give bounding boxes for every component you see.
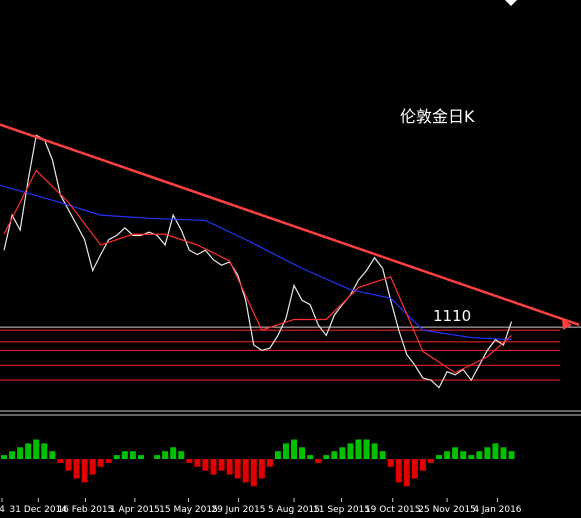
macd-bar xyxy=(1,455,8,459)
trendline xyxy=(0,123,580,326)
level-label: 1110 xyxy=(433,307,471,325)
macd-bar xyxy=(154,455,161,459)
macd-bar xyxy=(258,459,265,479)
macd-bar xyxy=(41,443,48,459)
macd-bar xyxy=(121,451,128,459)
macd-bar xyxy=(355,439,362,459)
macd-bar xyxy=(266,459,273,467)
macd-bar xyxy=(9,451,16,459)
macd-bar xyxy=(17,447,24,459)
price-line xyxy=(3,134,513,389)
macd-bar xyxy=(242,459,249,483)
macd-bar xyxy=(113,455,120,459)
macd-bar xyxy=(250,459,257,487)
macd-bar xyxy=(460,451,467,459)
macd-bar xyxy=(395,459,402,483)
macd-bar xyxy=(411,459,418,479)
macd-bar xyxy=(307,455,314,459)
macd-bar xyxy=(347,443,354,459)
macd-bar xyxy=(492,443,499,459)
moving-average xyxy=(3,169,512,374)
macd-bar xyxy=(97,459,104,467)
macd-bar xyxy=(500,447,507,459)
x-tick-label: 31 Dec 2014 xyxy=(10,505,68,515)
corner-marker xyxy=(505,0,517,6)
macd-bar xyxy=(508,451,515,459)
macd-bar xyxy=(419,459,426,471)
trendline-arrow xyxy=(562,319,572,330)
macd-bar xyxy=(331,451,338,459)
chart-title: 伦敦金日K xyxy=(400,107,475,126)
macd-bar xyxy=(363,439,370,459)
x-tick-label: 5 Aug 2015 xyxy=(268,505,320,515)
macd-bar xyxy=(170,447,177,459)
macd-bar xyxy=(387,459,394,467)
x-tick-label: 19 Oct 2015 xyxy=(365,505,421,515)
x-tick-label: 25 Nov 2015 xyxy=(418,505,476,515)
macd-bar xyxy=(57,459,64,463)
macd-bar xyxy=(162,451,169,459)
macd-bar xyxy=(291,439,298,459)
macd-bar xyxy=(25,443,32,459)
macd-bar xyxy=(282,443,289,459)
macd-bar xyxy=(274,451,281,459)
macd-bar xyxy=(129,451,136,459)
x-tick-label: 16 Feb 2015 xyxy=(57,505,113,515)
macd-bar xyxy=(81,459,88,483)
macd-bar xyxy=(315,459,322,463)
macd-bar xyxy=(73,459,80,479)
x-tick-label: 29 Jun 2015 xyxy=(211,505,265,515)
macd-bar xyxy=(33,439,40,459)
x-tick-label: 1 Apr 2015 xyxy=(110,505,160,515)
x-tick-label: 4 xyxy=(0,505,5,515)
macd-bar xyxy=(436,455,443,459)
macd-bar xyxy=(234,459,241,479)
macd-bar xyxy=(379,451,386,459)
x-tick-label: 11 Sep 2015 xyxy=(313,505,370,515)
moving-average xyxy=(0,184,512,341)
macd-bar xyxy=(194,459,201,467)
macd-bar xyxy=(299,447,306,459)
x-tick-label: 4 Jan 2016 xyxy=(473,505,521,515)
macd-bar xyxy=(186,459,193,463)
macd-bar xyxy=(371,443,378,459)
x-tick-label: 15 May 2015 xyxy=(159,505,218,515)
macd-bar xyxy=(484,447,491,459)
macd-bar xyxy=(65,459,72,471)
macd-bar xyxy=(89,459,96,475)
macd-bar xyxy=(476,451,483,459)
macd-bar xyxy=(468,455,475,459)
macd-bar xyxy=(403,459,410,487)
macd-bar xyxy=(218,459,225,471)
macd-bar xyxy=(444,451,451,459)
macd-bar xyxy=(323,455,330,459)
macd-bar xyxy=(202,459,209,471)
macd-bar xyxy=(427,459,434,463)
macd-bar xyxy=(49,451,56,459)
macd-bar xyxy=(226,459,233,475)
macd-bar xyxy=(452,447,459,459)
macd-bar xyxy=(137,455,144,459)
macd-bar xyxy=(210,459,217,475)
macd-bar xyxy=(339,447,346,459)
macd-bar xyxy=(105,459,112,463)
macd-bar xyxy=(178,451,185,459)
